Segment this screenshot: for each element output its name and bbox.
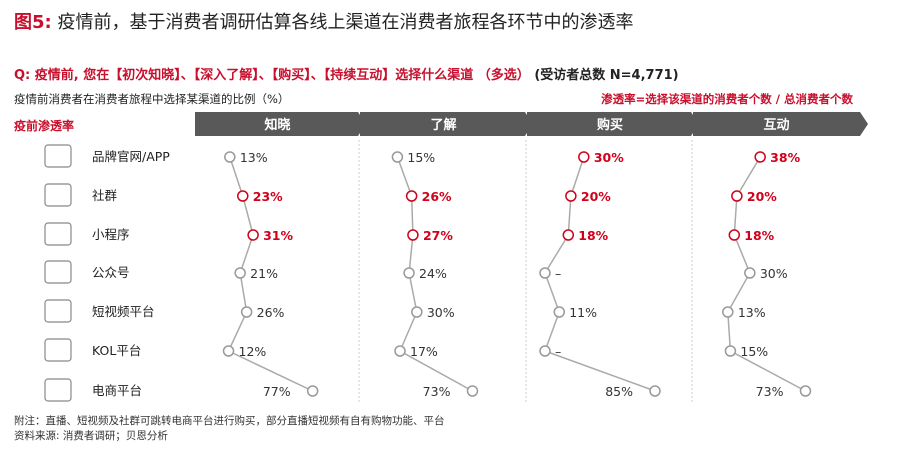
data-point [565,190,577,202]
data-point [578,151,590,163]
data-point [234,267,246,279]
data-point [224,151,236,163]
data-label: 17% [410,344,438,359]
data-point [403,267,415,279]
ecommerce-icon [44,378,72,402]
data-label: 85% [605,384,633,399]
data-label: 38% [770,150,800,165]
chart-subtitle: 疫情前消费者在消费者旅程中选择某渠道的比例（%） [14,92,290,106]
data-label: – [555,266,561,281]
stage-header-label: 购买 [597,117,623,133]
data-label: 11% [569,305,597,320]
data-point [466,385,479,397]
data-label: 73% [423,384,451,399]
data-label: 26% [257,305,285,320]
data-point [411,306,423,318]
data-label: 21% [250,266,278,281]
website-icon [44,144,72,168]
stage-header-label: 了解 [430,117,456,133]
stage-header-1 [195,112,366,136]
data-label: 20% [747,189,777,204]
data-point [539,267,551,279]
channel-label: 公众号 [92,265,130,280]
figure-number: 图5: [14,12,52,33]
data-label: 20% [581,189,611,204]
stage-header-3 [527,112,699,136]
data-point [553,306,565,318]
source-note: 资料来源: 消费者调研；贝恩分析 [14,430,168,442]
official-account-icon [44,260,72,284]
data-point [222,345,235,357]
data-label: 73% [756,384,784,399]
data-point [728,229,741,241]
respondent-count: (受访者总数 N=4,771) [534,68,679,83]
data-label: 23% [253,189,283,204]
stage-header-label: 互动 [763,118,789,133]
data-point [562,229,575,241]
row-header: 疫前渗透率 [14,119,75,133]
data-point [407,229,419,241]
stage-header-4 [693,112,868,136]
community-icon [44,183,72,207]
short-video-icon [44,299,72,323]
data-point [306,385,319,397]
survey-question: Q: 疫情前, 您在【初次知晓】、【深入了解】、【购买】、【持续互动】选择什么渠… [14,64,679,83]
data-label: 30% [760,266,788,281]
penetration-definition: 渗透率=选择该渠道的消费者个数 / 总消费者个数 [601,92,853,106]
data-label: 15% [740,344,768,359]
channel-label: 社群 [92,188,118,203]
stage-header-label: 知晓 [264,117,290,133]
mini-program-icon [44,222,72,246]
data-label: 27% [423,228,453,243]
data-label: 18% [744,228,774,243]
figure-title: 疫情前，基于消费者调研估算各线上渠道在消费者旅程各环节中的渗透率 [57,12,634,33]
data-point [649,385,661,397]
data-point [539,345,551,357]
data-label: 31% [263,228,293,243]
channel-label: KOL平台 [92,343,141,358]
data-label: 18% [578,228,608,243]
data-point [405,190,418,202]
data-label: 12% [239,344,267,359]
data-point [247,229,259,241]
data-point [394,345,406,357]
data-label: 24% [419,266,447,281]
data-point [722,306,734,318]
data-label: 15% [407,150,435,165]
data-point [754,151,766,163]
data-point [744,267,756,279]
data-label: 26% [422,189,452,204]
data-label: 13% [240,150,268,165]
kol-icon [44,338,72,362]
channel-label: 品牌官网/APP [92,149,170,164]
data-label: 77% [263,384,291,399]
channel-label: 短视频平台 [92,304,155,319]
data-label: 30% [427,305,455,320]
data-point [731,190,743,202]
data-point [237,190,249,202]
stage-header-2 [360,112,533,136]
footnote: 附注：直播、短视频及社群可跳转电商平台进行购买，部分直播短视频有自有购物功能、平… [14,415,445,427]
data-point [391,151,404,163]
channel-label: 小程序 [92,227,130,242]
data-point [240,306,253,318]
data-label: – [555,344,561,359]
chart-title: 图5: 疫情前，基于消费者调研估算各线上渠道在消费者旅程各环节中的渗透率 [14,8,633,34]
data-point [724,345,737,357]
data-point [799,385,812,397]
channel-label: 电商平台 [92,383,142,398]
question-text: Q: 疫情前, 您在【初次知晓】、【深入了解】、【购买】、【持续互动】选择什么渠… [14,68,530,83]
data-label: 30% [594,150,624,165]
data-label: 13% [738,305,766,320]
